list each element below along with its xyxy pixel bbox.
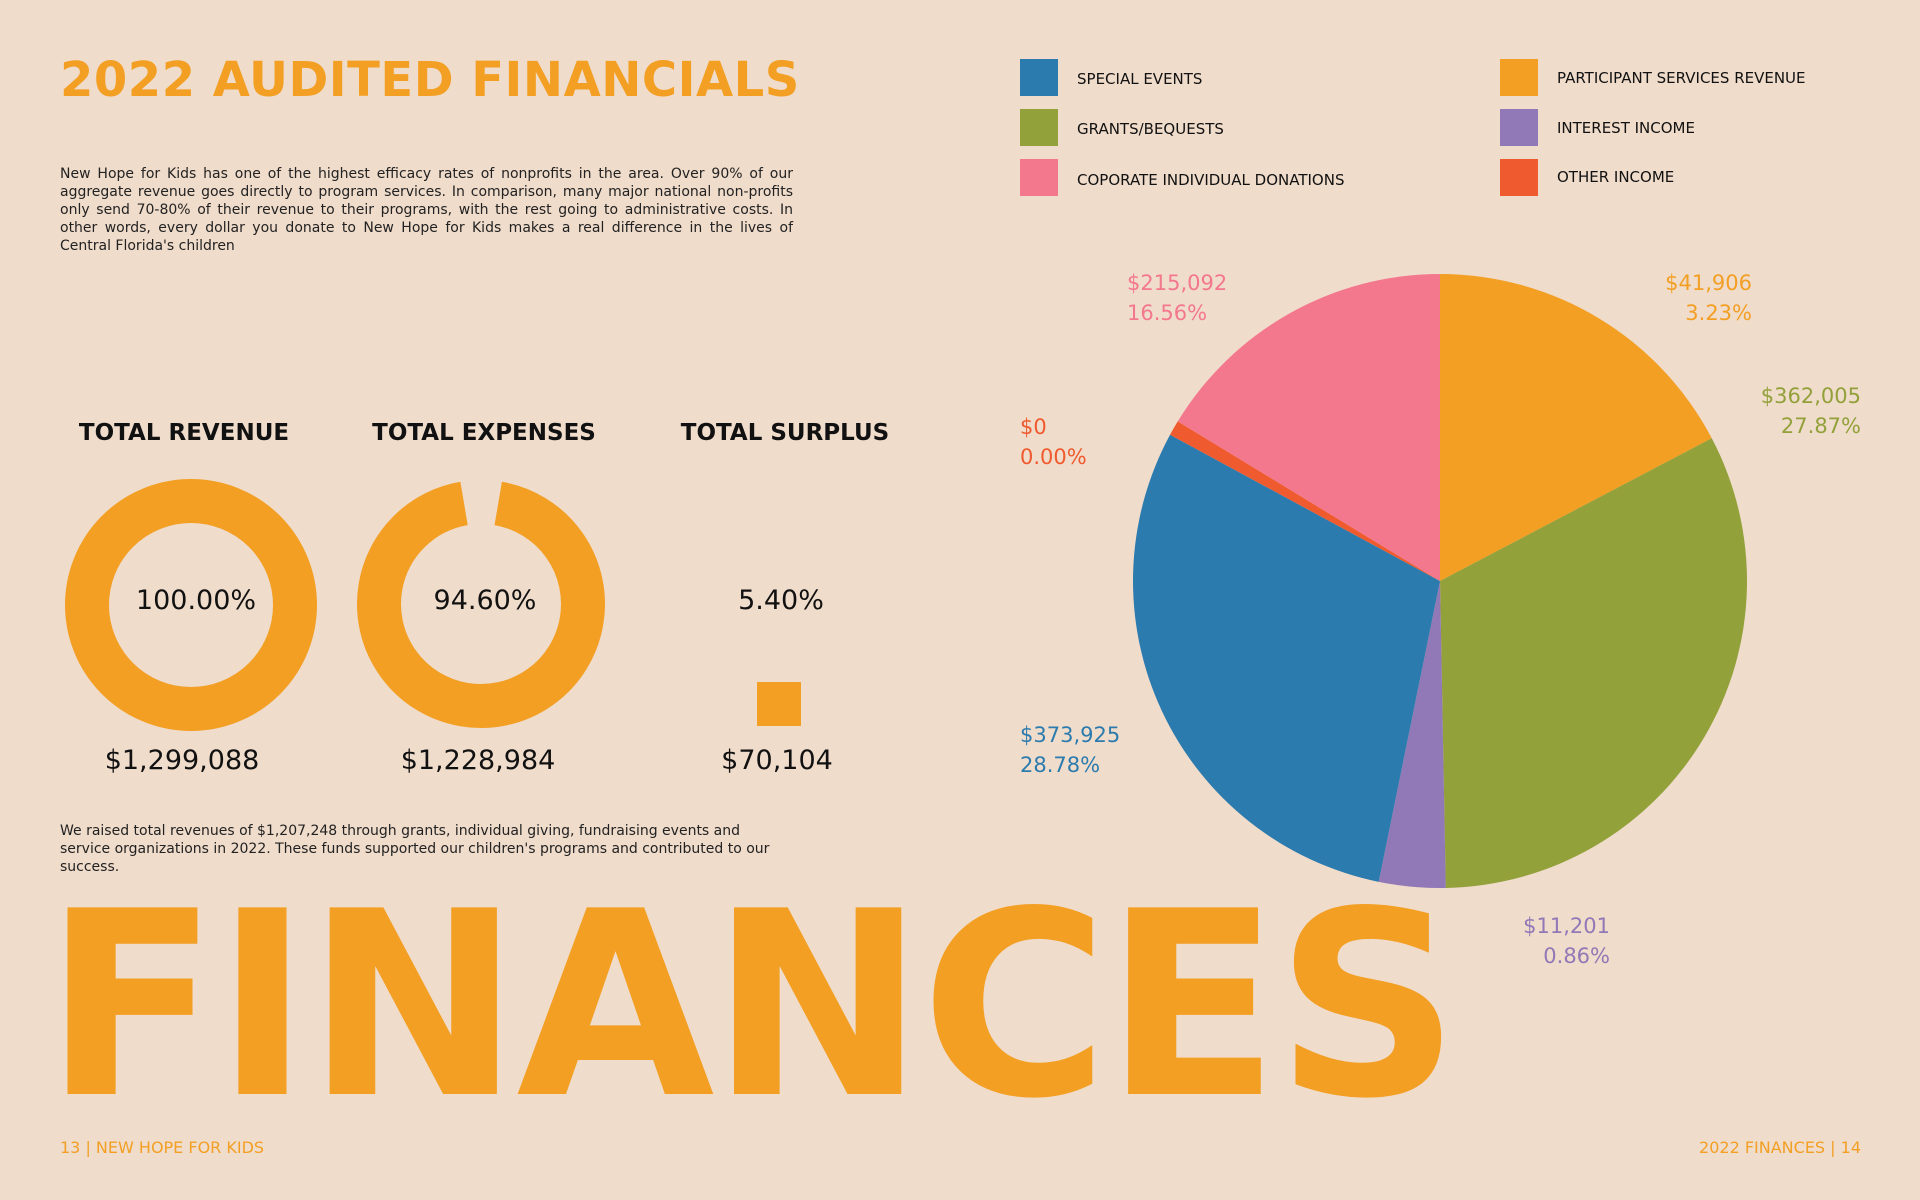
revenue-ring-arc — [65, 479, 317, 731]
total-revenue-amount: $1,299,088 — [104, 745, 260, 776]
legend-label-interest-income: INTEREST INCOME — [1557, 119, 1695, 137]
total-expenses-heading: TOTAL EXPENSES — [372, 420, 596, 446]
slice-percent-special-events: 28.78% — [1020, 753, 1101, 777]
slice-amount-special-events: $373,925 — [1020, 723, 1121, 747]
total-surplus-heading: TOTAL SURPLUS — [680, 420, 890, 446]
slice-label-other-income: $0 0.00% — [1020, 412, 1087, 472]
slice-amount-grants: $362,005 — [1760, 384, 1861, 408]
slice-percent-interest-income: 0.86% — [1543, 944, 1610, 968]
legend-swatch-donations — [1020, 159, 1058, 196]
slice-amount-interest-income: $11,201 — [1523, 914, 1610, 938]
intro-paragraph: New Hope for Kids has one of the highest… — [60, 166, 793, 254]
slice-percent-donations: 16.56% — [1127, 301, 1208, 325]
slice-amount-other-income: $0 — [1020, 415, 1047, 439]
legend-label-special-events: SPECIAL EVENTS — [1077, 70, 1203, 88]
pie-slice-other-income — [1170, 421, 1440, 581]
legend-swatch-other-income — [1500, 159, 1538, 196]
total-surplus-percent: 5.40% — [738, 585, 824, 616]
footer-right: 2022 FINANCES | 14 — [1699, 1138, 1861, 1157]
finances-heading: FINANCES — [44, 857, 1460, 1155]
legend-label-participant-services: PARTICIPANT SERVICES REVENUE — [1557, 69, 1806, 87]
page-title: 2022 AUDITED FINANCIALS — [60, 52, 800, 108]
slice-label-special-events: $373,925 28.78% — [1020, 720, 1120, 780]
slice-amount-donations: $215,092 — [1127, 271, 1228, 295]
expenses-ring-arc — [357, 480, 605, 728]
total-expenses-percent: 94.60% — [433, 585, 537, 616]
total-revenue-heading: TOTAL REVENUE — [78, 420, 290, 446]
expenses-ring-gauge — [357, 480, 605, 728]
slice-percent-grants: 27.87% — [1780, 414, 1861, 438]
footer-left: 13 | NEW HOPE FOR KIDS — [60, 1138, 265, 1157]
slice-label-grants: $362,005 27.87% — [1761, 381, 1861, 441]
slice-label-donations: $215,092 16.56% — [1127, 268, 1227, 328]
total-surplus-amount: $70,104 — [721, 745, 833, 776]
legend-swatch-special-events — [1020, 59, 1058, 96]
revenue-summary-paragraph: We raised total revenues of $1,207,248 t… — [60, 823, 770, 875]
slice-amount-participant-services: $41,906 — [1665, 271, 1752, 295]
pie-slice-grants-bequests — [1440, 438, 1747, 888]
legend-swatch-interest-income — [1500, 109, 1538, 146]
pie-slice-interest-income — [1378, 581, 1446, 888]
legend-swatch-grants — [1020, 109, 1058, 146]
legend-label-other-income: OTHER INCOME — [1557, 168, 1675, 186]
slice-label-participant-services: $41,906 3.23% — [1665, 268, 1752, 328]
legend-swatch-participant-services — [1500, 59, 1538, 96]
surplus-square-marker — [757, 682, 801, 726]
pie-slice-special-events — [1133, 434, 1440, 882]
slice-label-interest-income: $11,201 0.86% — [1523, 911, 1610, 971]
slice-percent-participant-services: 3.23% — [1685, 301, 1752, 325]
total-expenses-amount: $1,228,984 — [400, 745, 556, 776]
legend-label-donations: COPORATE INDIVIDUAL DONATIONS — [1077, 171, 1345, 189]
total-revenue-percent: 100.00% — [135, 585, 257, 616]
revenue-ring-gauge — [65, 479, 317, 731]
legend-label-grants: GRANTS/BEQUESTS — [1077, 120, 1224, 138]
slice-percent-other-income: 0.00% — [1020, 445, 1087, 469]
